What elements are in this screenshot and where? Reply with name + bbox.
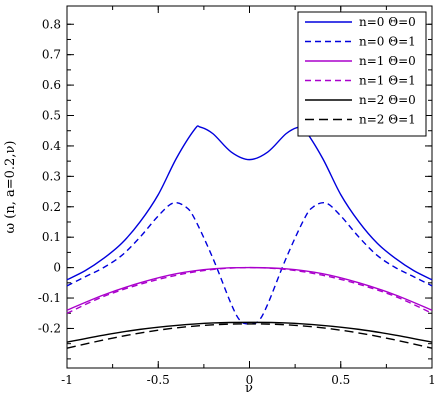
series-line-3 <box>66 266 433 314</box>
y-tick-label: 0 <box>53 261 61 275</box>
series-line-5 <box>66 323 433 349</box>
x-tick-label: 1 <box>428 373 436 387</box>
y-tick-label: 0.5 <box>42 109 61 123</box>
y-tick-label: 0.4 <box>42 139 61 153</box>
legend-label-2: n=1 Θ=0 <box>359 54 416 68</box>
legend-label-5: n=2 Θ=1 <box>359 113 416 127</box>
y-tick-label: 0.3 <box>42 169 61 183</box>
y-tick-label: 0.1 <box>42 230 61 244</box>
axis-tick-labels: -1 -0.5 0 0.5 1 -0.2 -0.1 0 0.1 0.2 0.3 0.4 0.5 0.6 0.… <box>38 17 436 387</box>
legend-label-3: n=1 Θ=1 <box>359 74 416 88</box>
legend-label-0: n=0 Θ=0 <box>359 15 416 29</box>
y-tick-label: 0.6 <box>42 78 61 92</box>
y-tick-label: 0.2 <box>42 200 61 214</box>
series-line-2 <box>66 266 433 311</box>
y-tick-label: 0.7 <box>42 48 61 62</box>
axis-ticks <box>66 6 433 368</box>
legend-label-4: n=2 Θ=0 <box>359 93 416 107</box>
legend: n=0 Θ=0 n=0 Θ=1 n=1 Θ=0 n=1 Θ=1 n=2 Θ=0 n=2 Θ… <box>297 11 427 137</box>
x-axis-label: ν <box>245 381 253 396</box>
x-tick-label: -1 <box>61 373 73 387</box>
series-lines <box>66 125 433 349</box>
legend-label-1: n=0 Θ=1 <box>359 35 416 49</box>
series-line-4 <box>66 321 433 343</box>
x-tick-label: 0.5 <box>331 373 350 387</box>
y-axis-label: ω (n, a=0.2,ν) <box>3 141 18 234</box>
y-tick-label: -0.1 <box>38 291 61 305</box>
y-tick-label: -0.2 <box>38 321 61 335</box>
x-tick-label: 0 <box>246 373 254 387</box>
legend-box <box>297 11 427 137</box>
series-line-0 <box>66 125 433 281</box>
series-line-1 <box>66 201 433 325</box>
y-tick-label: 0.8 <box>42 17 61 31</box>
x-tick-label: -0.5 <box>147 373 170 387</box>
